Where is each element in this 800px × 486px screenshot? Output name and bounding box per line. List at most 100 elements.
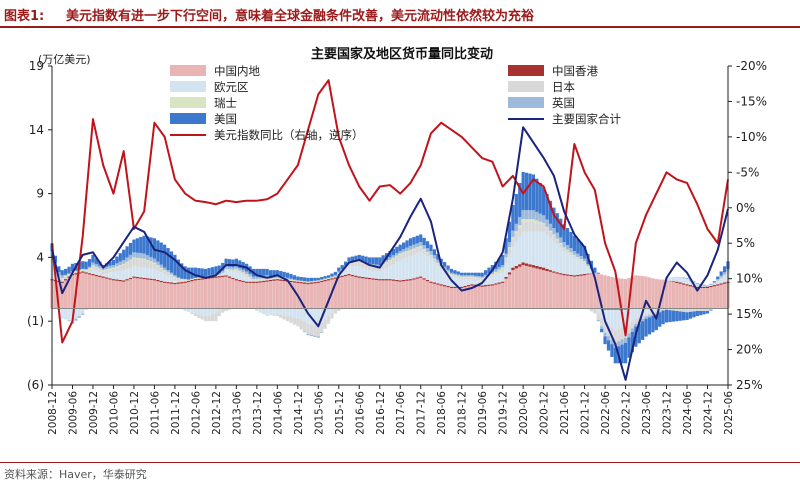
bar-china: [251, 282, 256, 309]
bar-euro: [186, 308, 191, 312]
bar-uk: [251, 276, 256, 280]
bar-china: [214, 277, 218, 309]
bar-hongkong: [562, 273, 566, 276]
bar-japan: [572, 256, 576, 258]
x-tick-label: 2021-06: [559, 391, 571, 435]
bar-euro: [371, 270, 375, 279]
bar-euro: [173, 280, 177, 283]
bar-hongkong: [152, 279, 157, 281]
bar-euro: [217, 308, 221, 311]
bar-hongkong: [214, 276, 218, 278]
bar-japan: [125, 262, 129, 269]
bar-euro: [675, 276, 679, 282]
bar-euro: [98, 272, 102, 276]
bar-hongkong: [453, 286, 457, 289]
bar-hongkong: [326, 279, 331, 281]
bar-euro: [644, 308, 648, 314]
source-note: 资料来源：Haver，华泰研究: [4, 468, 147, 481]
bar-china: [262, 282, 266, 309]
bar-japan: [596, 313, 600, 320]
bar-hongkong: [702, 286, 706, 289]
bar-china: [688, 286, 693, 309]
bar-euro: [176, 281, 180, 283]
bar-euro: [299, 308, 303, 321]
bar-euro: [395, 262, 399, 280]
bar-china: [135, 278, 139, 309]
bar-japan: [685, 308, 689, 313]
bar-japan: [391, 259, 396, 265]
bar-china: [473, 285, 477, 309]
bar-china: [514, 268, 518, 309]
bar-us: [695, 310, 699, 317]
bar-japan: [279, 314, 283, 318]
bar-swiss: [453, 274, 457, 277]
bar-us: [309, 277, 314, 282]
bar-hongkong: [306, 282, 310, 285]
bar-uk: [507, 242, 512, 248]
bar-us: [623, 342, 628, 364]
bar-japan: [603, 322, 607, 333]
bar-hongkong: [320, 280, 324, 283]
bar-hongkong: [671, 281, 675, 283]
legend-label-japan: 日本: [552, 80, 575, 94]
bar-uk: [545, 219, 549, 227]
bar-euro: [378, 271, 382, 280]
bar-us: [436, 254, 440, 260]
bar-hongkong: [528, 264, 532, 267]
bar-us: [204, 268, 208, 277]
bar-japan: [234, 270, 238, 272]
bar-china: [603, 275, 607, 309]
bar-uk: [429, 251, 433, 255]
bar-us: [111, 259, 116, 266]
bar-us: [716, 276, 720, 280]
bar-china: [101, 277, 105, 309]
bar-swiss: [64, 275, 68, 277]
bar-japan: [531, 221, 536, 232]
bar-uk: [490, 271, 495, 274]
bar-us: [186, 267, 191, 280]
bar-japan: [156, 266, 160, 271]
bar-china: [217, 277, 221, 309]
bar-swiss: [299, 280, 303, 283]
bar-swiss: [98, 268, 102, 270]
bar-us: [81, 261, 85, 269]
bar-china: [415, 278, 419, 309]
bar-japan: [425, 253, 430, 257]
bar-us: [531, 174, 536, 211]
bar-euro: [623, 309, 628, 328]
bar-euro: [81, 308, 85, 314]
bar-hongkong: [139, 277, 143, 279]
bar-us: [600, 328, 604, 333]
bar-china: [91, 275, 95, 309]
bar-us: [214, 266, 218, 274]
bar-swiss: [425, 251, 430, 254]
bar-us: [166, 248, 170, 271]
bar-hongkong: [548, 270, 553, 272]
bar-china: [579, 275, 583, 309]
bar-hongkong: [340, 275, 344, 277]
bar-us: [511, 205, 515, 231]
bar-us: [217, 265, 221, 274]
bar-china: [186, 282, 191, 309]
bar-china: [234, 280, 238, 309]
bar-us: [125, 246, 129, 258]
bar-japan: [265, 279, 269, 281]
bar-euro: [487, 277, 491, 285]
bar-uk: [596, 319, 600, 322]
bar-japan: [381, 265, 385, 270]
bar-us: [221, 262, 225, 271]
bar-uk: [333, 275, 337, 277]
bar-hongkong: [316, 281, 320, 283]
bar-hongkong: [675, 281, 679, 283]
bar-china: [436, 284, 440, 309]
bar-us: [91, 254, 95, 263]
bar-uk: [586, 264, 590, 266]
bar-swiss: [460, 276, 464, 278]
bar-uk: [408, 245, 413, 250]
bar-china: [152, 280, 157, 309]
bar-japan: [64, 276, 68, 280]
bar-euro: [279, 308, 283, 315]
bar-swiss: [251, 279, 256, 281]
bar-euro: [600, 309, 604, 318]
bar-euro: [74, 308, 78, 319]
